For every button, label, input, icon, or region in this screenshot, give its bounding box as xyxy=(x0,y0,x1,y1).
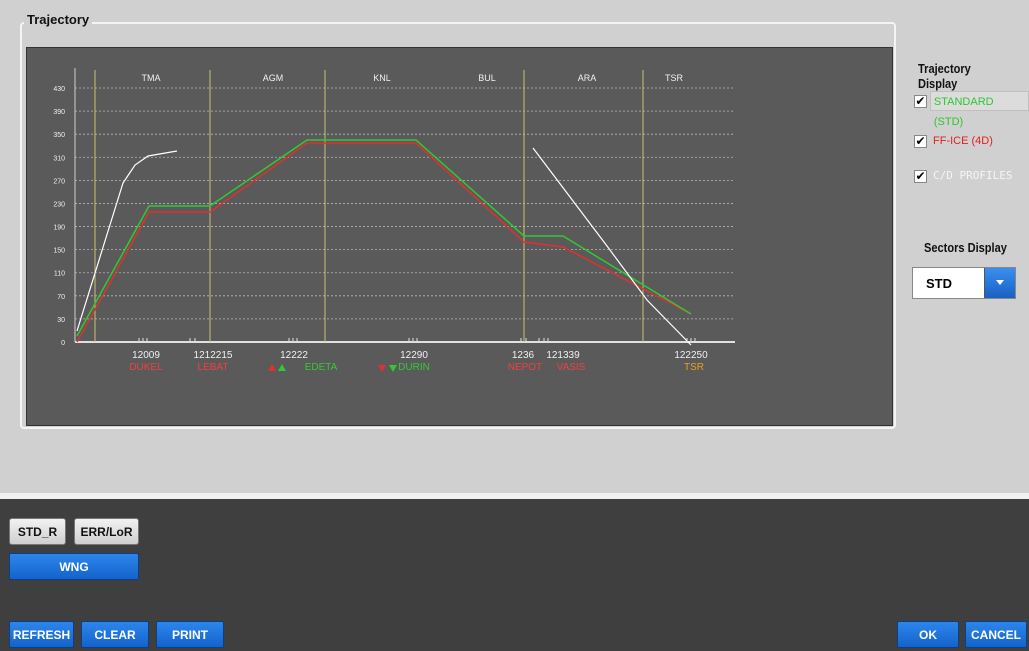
sector-label: KNL xyxy=(373,73,391,83)
down-triangle-icon xyxy=(389,365,397,372)
up-triangle-icon xyxy=(268,364,276,371)
cd-profile-climb-line xyxy=(76,150,178,332)
y-tick-label: 150 xyxy=(53,248,65,255)
time-label: 122250 xyxy=(674,350,708,361)
time-label: 12009 xyxy=(132,350,160,361)
y-tick-label: 230 xyxy=(53,201,65,208)
sector-label: TSR xyxy=(665,73,684,83)
time-label: 1212215 xyxy=(194,350,233,361)
time-label: 1236 xyxy=(512,350,535,361)
y-tick-label: 350 xyxy=(53,132,65,139)
chevron-down-icon[interactable] xyxy=(984,268,1015,298)
divider xyxy=(0,493,1029,499)
cd-profiles-checkbox[interactable]: ✔ xyxy=(914,168,927,183)
waypoint-label: NEPOT xyxy=(508,362,542,373)
sector-label: BUL xyxy=(478,73,496,83)
trajectory-group-title: Trajectory xyxy=(24,12,93,27)
cd-profile-descent-line xyxy=(532,147,692,346)
sectors-select[interactable]: STD xyxy=(912,267,1016,299)
print-button[interactable]: PRINT xyxy=(156,621,224,648)
err-lor-button[interactable]: ERR/LoR xyxy=(74,518,139,545)
clear-button[interactable]: CLEAR xyxy=(81,621,149,648)
waypoint-label: TSR xyxy=(684,362,704,373)
y-tick-label: 70 xyxy=(57,294,65,301)
ok-button[interactable]: OK xyxy=(897,621,959,648)
y-tick-label: 30 xyxy=(57,317,65,324)
sector-label: AGM xyxy=(263,73,284,83)
time-label: 12222 xyxy=(280,350,308,361)
cancel-button[interactable]: CANCEL xyxy=(965,621,1027,648)
trajectory-plot: 430 390 350 310 270 230 190 150 110 70 30 0 TMA AGM KN… xyxy=(26,47,893,426)
sectors-display-title: Sectors Display xyxy=(924,240,1007,255)
y-tick-label: 110 xyxy=(54,271,65,278)
refresh-button[interactable]: REFRESH xyxy=(9,621,74,648)
time-label: 12290 xyxy=(400,350,428,361)
y-tick-label: 270 xyxy=(53,178,65,185)
waypoint-label: VASIS xyxy=(557,362,586,373)
waypoint-label: LEBAT xyxy=(198,362,229,373)
trajectory-groupbox xyxy=(20,22,896,429)
wng-button[interactable]: WNG xyxy=(9,553,139,580)
standard-label: STANDARD (STD) xyxy=(929,91,1029,128)
trajectory-display-title: Trajectory Display xyxy=(918,61,971,91)
time-label: 121339 xyxy=(546,350,580,361)
y-tick-label: 310 xyxy=(53,155,65,162)
ffice-checkbox[interactable]: ✔ xyxy=(914,133,927,148)
up-triangle-icon xyxy=(278,364,286,371)
y-tick-label: 0 xyxy=(61,340,65,347)
option-standard-row[interactable]: ✔ STANDARD (STD) xyxy=(914,90,1029,128)
cd-profiles-label: C/D PROFILES xyxy=(933,169,1013,182)
sector-label: TMA xyxy=(142,73,161,83)
ffice-label: FF-ICE (4D) xyxy=(933,135,993,147)
waypoint-label: DUKEL xyxy=(129,362,163,373)
series-standard-line xyxy=(76,139,692,337)
sectors-select-value: STD xyxy=(926,276,952,291)
option-cd-profiles-row[interactable]: ✔ C/D PROFILES xyxy=(914,165,1015,187)
y-tick-label: 190 xyxy=(53,225,65,232)
std-r-button[interactable]: STD_R xyxy=(9,518,66,545)
standard-checkbox[interactable]: ✔ xyxy=(914,93,927,108)
control-bar xyxy=(0,499,1029,651)
down-triangle-icon xyxy=(378,365,386,372)
waypoint-label: EDETA xyxy=(305,362,338,373)
trajectory-chart: 430 390 350 310 270 230 190 150 110 70 30 0 TMA AGM KN… xyxy=(53,68,735,373)
option-ffice-row[interactable]: ✔ FF-ICE (4D) xyxy=(914,130,996,152)
series-ffice-line xyxy=(76,142,692,343)
y-tick-label: 430 xyxy=(53,86,65,93)
y-tick-label: 390 xyxy=(53,109,65,116)
waypoint-label: DURIN xyxy=(398,362,430,373)
sector-label: ARA xyxy=(578,73,597,83)
